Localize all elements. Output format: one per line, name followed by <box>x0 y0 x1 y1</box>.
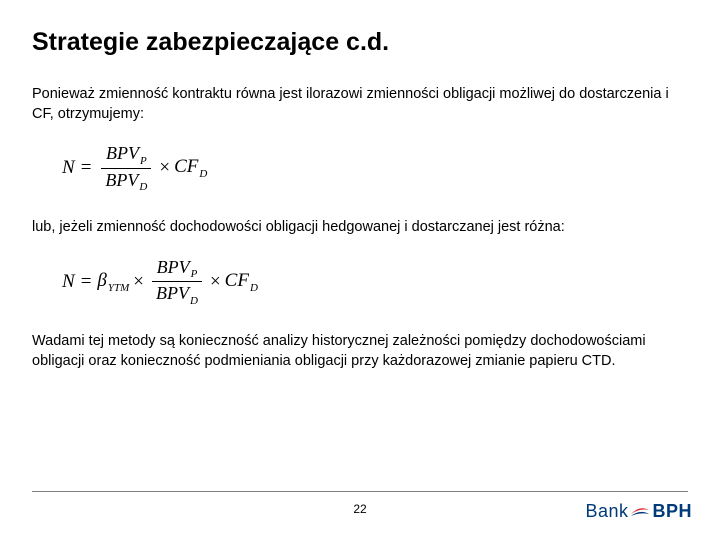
f2-rhs: CFD <box>225 270 258 294</box>
paragraph-1: Ponieważ zmienność kontraktu równa jest … <box>32 85 688 124</box>
slide-content: Strategie zabezpieczające c.d. Ponieważ … <box>0 0 720 371</box>
f2-num-sub: P <box>191 268 198 280</box>
f2-lhs: N <box>62 271 75 293</box>
f1-rhs: CFD <box>174 156 207 180</box>
f1-num-sub: P <box>140 155 147 167</box>
slide-title: Strategie zabezpieczające c.d. <box>32 28 688 57</box>
f1-den-sub: D <box>139 181 147 193</box>
f1-den: BPV <box>105 170 138 190</box>
paragraph-2: lub, jeżeli zmienność dochodowości oblig… <box>32 218 688 238</box>
f1-lhs: N <box>62 157 75 179</box>
bank-bph-logo: Bank BPH <box>585 501 692 522</box>
times-sign: × <box>210 271 221 293</box>
times-sign: × <box>133 271 144 293</box>
logo-bank-text: Bank <box>585 501 628 522</box>
paragraph-3: Wadami tej metody są konieczność analizy… <box>32 332 688 371</box>
logo-swoosh-icon <box>630 503 650 521</box>
footer-rule <box>32 491 688 492</box>
f2-den-sub: D <box>190 295 198 307</box>
equals-sign: = <box>81 271 92 293</box>
f1-fraction: BPVP BPVD <box>101 142 151 194</box>
f2-fraction: BPVP BPVD <box>152 256 202 308</box>
equals-sign: = <box>81 157 92 179</box>
times-sign: × <box>159 157 170 179</box>
f2-den: BPV <box>156 283 189 303</box>
f2-num: BPV <box>157 257 190 277</box>
f1-num: BPV <box>106 143 139 163</box>
logo-bph-text: BPH <box>652 501 692 522</box>
f2-beta: βYTM <box>97 270 129 294</box>
formula-1: N = BPVP BPVD × CFD <box>62 142 688 194</box>
formula-2: N = βYTM × BPVP BPVD × CFD <box>62 256 688 308</box>
